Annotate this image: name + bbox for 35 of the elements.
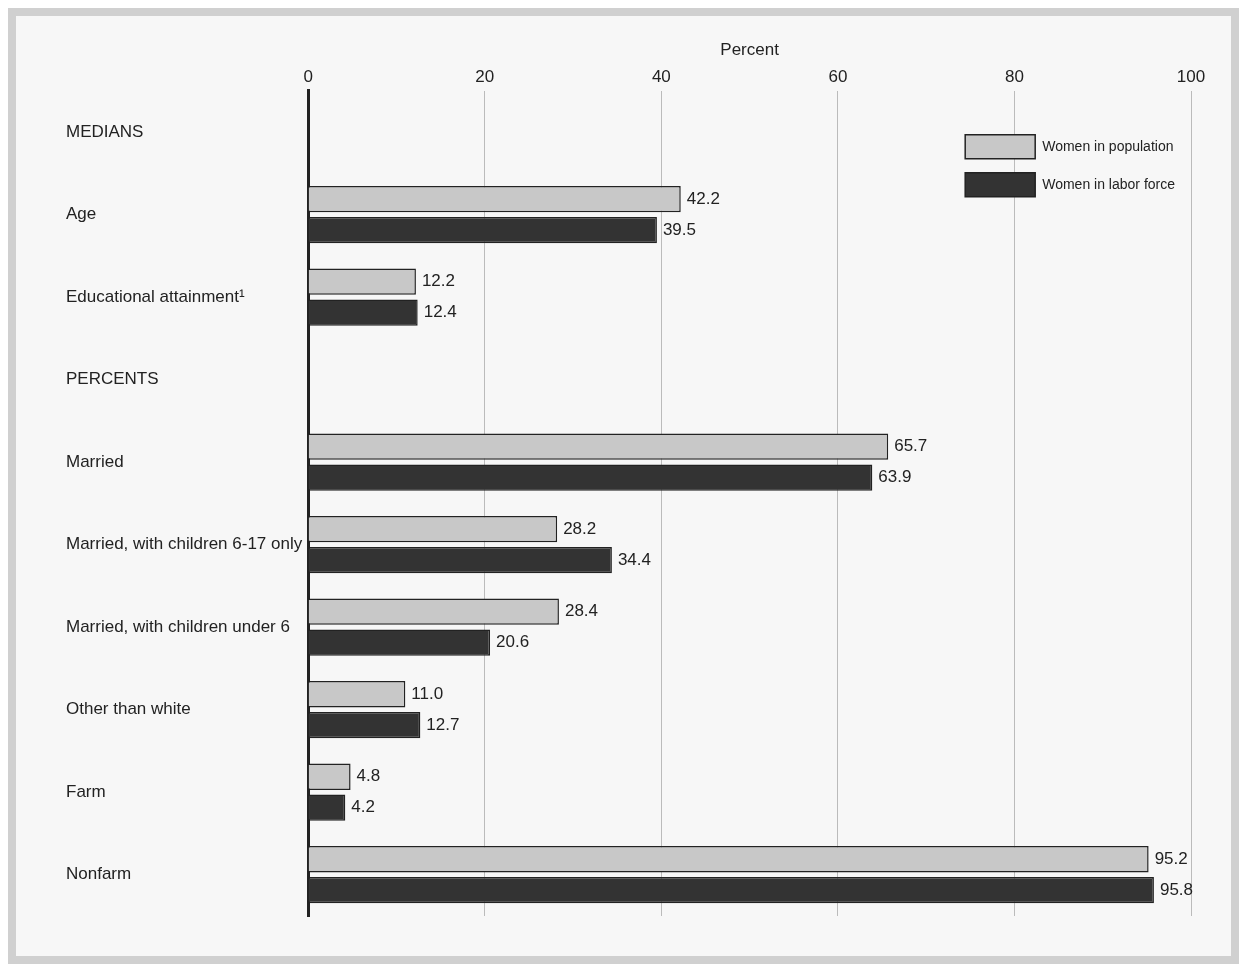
data-label: 95.8 (1159, 879, 1194, 899)
x-tick-label: 60 (828, 67, 848, 87)
y-tick-label: Educational attainment¹ (66, 286, 245, 306)
y-tick-label: Farm (66, 781, 106, 801)
y-tick-label: Married, with children under 6 (66, 616, 290, 636)
data-label: 12.2 (421, 271, 456, 291)
data-label: 4.8 (356, 766, 381, 786)
data-label: 11.0 (411, 683, 444, 703)
y-tick-label: Other than white (66, 699, 191, 719)
y-tick-label: Married (66, 451, 124, 471)
x-tick-label: 100 (1176, 67, 1206, 87)
y-tick-label: Nonfarm (66, 864, 132, 884)
data-label: 12.7 (426, 714, 460, 734)
y-tick-label: Age (66, 204, 97, 224)
y-tick-label: MEDIANS (66, 121, 144, 141)
data-label: 28.2 (563, 518, 597, 538)
data-label: 12.4 (423, 302, 457, 322)
y-tick-label: Married, with children 6-17 only (66, 534, 303, 554)
x-tick-label: 40 (651, 67, 671, 87)
legend-label: Women in population (1042, 137, 1174, 154)
legend-label: Women in labor force (1042, 175, 1176, 192)
data-label: 95.2 (1154, 848, 1188, 868)
data-label: 28.4 (564, 601, 599, 621)
data-label: 63.9 (878, 467, 912, 487)
data-label: 65.7 (894, 436, 928, 456)
x-tick-label: 0 (303, 67, 313, 87)
data-label: 20.6 (496, 632, 530, 652)
data-label: 39.5 (662, 219, 697, 239)
x-axis-title: Percent (720, 39, 780, 59)
x-tick-label: 80 (1004, 67, 1024, 87)
data-label: 42.2 (686, 188, 720, 208)
x-tick-label: 20 (475, 67, 495, 87)
data-label: 34.4 (617, 549, 651, 569)
y-tick-label: PERCENTS (66, 369, 159, 389)
data-label: 4.2 (351, 797, 375, 817)
